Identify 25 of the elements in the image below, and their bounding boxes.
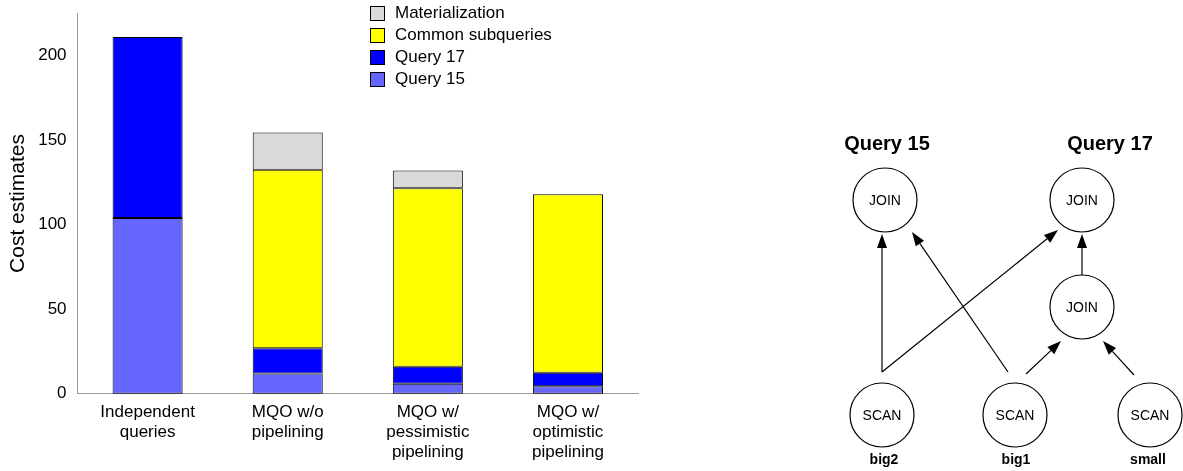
- text: small: [1130, 451, 1166, 467]
- x-tick-label: MQO w/o pipelining: [251, 401, 324, 442]
- y-tick-label: 100: [38, 214, 67, 234]
- text: big2: [869, 451, 899, 467]
- text: SCAN: [1130, 407, 1170, 423]
- y-tick-label: 150: [38, 129, 67, 149]
- text: big1: [1001, 451, 1031, 467]
- y-tick-label: 0: [57, 383, 67, 403]
- text: Query 15: [844, 132, 930, 154]
- legend-label: Common subqueries: [395, 24, 552, 46]
- y-tick-label: 200: [38, 45, 67, 65]
- x-tick-label: Independent queries: [100, 401, 196, 442]
- x-tick-label: MQO w/ optimistic pipelining: [532, 401, 604, 462]
- x-tick-label: MQO w/ pessimistic pipelining: [386, 401, 470, 462]
- text: SCAN: [862, 407, 902, 423]
- legend-label: Query 15: [395, 68, 465, 90]
- text: JOIN: [869, 192, 901, 208]
- legend-label: Query 17: [395, 46, 465, 68]
- y-tick-label: 50: [47, 298, 67, 318]
- text: JOIN: [1066, 192, 1098, 208]
- text: Query 17: [1067, 132, 1153, 154]
- legend-label: Materialization: [395, 2, 505, 24]
- text: JOIN: [1066, 299, 1098, 315]
- text: SCAN: [995, 407, 1035, 423]
- y-axis-title: Cost estimates: [5, 134, 29, 273]
